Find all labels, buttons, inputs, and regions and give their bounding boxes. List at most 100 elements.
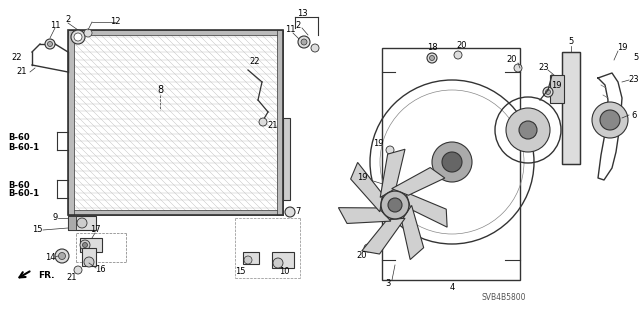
Circle shape bbox=[386, 181, 394, 189]
Bar bbox=[68, 210, 283, 215]
Text: 14: 14 bbox=[45, 254, 55, 263]
Bar bbox=[68, 30, 283, 215]
Bar bbox=[277, 30, 283, 215]
Circle shape bbox=[442, 152, 462, 172]
Text: 11: 11 bbox=[285, 26, 295, 34]
Bar bbox=[68, 216, 76, 230]
Text: 18: 18 bbox=[427, 43, 437, 53]
Circle shape bbox=[429, 56, 435, 61]
Text: B-60: B-60 bbox=[8, 133, 29, 143]
Text: B-60-1: B-60-1 bbox=[8, 189, 39, 198]
Text: 15: 15 bbox=[235, 268, 245, 277]
Text: 8: 8 bbox=[157, 85, 163, 95]
Text: B-60-1: B-60-1 bbox=[8, 143, 39, 152]
Text: 20: 20 bbox=[356, 251, 367, 261]
Text: 22: 22 bbox=[12, 53, 22, 62]
Text: 9: 9 bbox=[52, 213, 58, 222]
Text: 23: 23 bbox=[628, 76, 639, 85]
Circle shape bbox=[74, 266, 82, 274]
Text: SVB4B5800: SVB4B5800 bbox=[482, 293, 526, 302]
Circle shape bbox=[47, 41, 52, 47]
Text: 16: 16 bbox=[95, 265, 106, 275]
Circle shape bbox=[285, 207, 295, 217]
Circle shape bbox=[381, 191, 409, 219]
Text: 23: 23 bbox=[539, 63, 549, 71]
Circle shape bbox=[55, 249, 69, 263]
Text: 19: 19 bbox=[372, 138, 383, 147]
Bar bbox=[382, 48, 520, 280]
Bar bbox=[68, 30, 74, 215]
Text: 5: 5 bbox=[568, 38, 573, 47]
Circle shape bbox=[600, 110, 620, 130]
Circle shape bbox=[427, 53, 437, 63]
Circle shape bbox=[311, 44, 319, 52]
Circle shape bbox=[592, 102, 628, 138]
Circle shape bbox=[545, 90, 550, 94]
Text: 19: 19 bbox=[552, 80, 562, 90]
Circle shape bbox=[519, 121, 537, 139]
Bar bbox=[562, 52, 580, 164]
Circle shape bbox=[58, 253, 65, 259]
Polygon shape bbox=[401, 205, 424, 260]
Text: 4: 4 bbox=[449, 284, 454, 293]
Text: 17: 17 bbox=[90, 226, 100, 234]
Text: 22: 22 bbox=[250, 57, 260, 66]
Circle shape bbox=[301, 39, 307, 45]
Bar bbox=[272, 252, 294, 268]
Circle shape bbox=[298, 36, 310, 48]
Circle shape bbox=[83, 242, 88, 248]
Polygon shape bbox=[339, 208, 391, 224]
Circle shape bbox=[84, 29, 92, 37]
Text: FR.: FR. bbox=[38, 271, 54, 279]
Bar bbox=[243, 252, 259, 264]
Text: 2: 2 bbox=[65, 16, 70, 25]
Text: 13: 13 bbox=[297, 9, 307, 18]
Bar bbox=[80, 238, 102, 252]
Circle shape bbox=[273, 258, 283, 268]
Circle shape bbox=[432, 142, 472, 182]
Bar bbox=[68, 30, 283, 35]
Text: 12: 12 bbox=[109, 18, 120, 26]
Circle shape bbox=[454, 51, 462, 59]
Bar bbox=[550, 75, 564, 103]
Circle shape bbox=[506, 108, 550, 152]
Polygon shape bbox=[380, 149, 405, 197]
Circle shape bbox=[45, 39, 55, 49]
Text: 11: 11 bbox=[50, 20, 60, 29]
Bar bbox=[68, 216, 96, 230]
Circle shape bbox=[80, 240, 90, 250]
Text: 21: 21 bbox=[17, 68, 28, 77]
Polygon shape bbox=[351, 162, 383, 212]
Text: 21: 21 bbox=[67, 273, 77, 283]
Text: 3: 3 bbox=[385, 279, 390, 288]
Text: 2: 2 bbox=[296, 20, 301, 29]
Text: 7: 7 bbox=[295, 207, 301, 217]
Circle shape bbox=[71, 30, 85, 44]
Text: B-60: B-60 bbox=[8, 181, 29, 189]
Text: 10: 10 bbox=[279, 268, 289, 277]
Circle shape bbox=[388, 198, 402, 212]
Bar bbox=[562, 52, 580, 164]
Circle shape bbox=[244, 256, 252, 264]
Circle shape bbox=[543, 87, 553, 97]
Text: 19: 19 bbox=[617, 43, 627, 53]
Circle shape bbox=[259, 118, 267, 126]
Text: 6: 6 bbox=[631, 110, 637, 120]
Circle shape bbox=[77, 218, 87, 228]
Circle shape bbox=[74, 33, 82, 41]
Polygon shape bbox=[362, 218, 405, 254]
Circle shape bbox=[386, 146, 394, 154]
Circle shape bbox=[84, 257, 94, 267]
Text: 20: 20 bbox=[457, 41, 467, 49]
Text: 15: 15 bbox=[32, 226, 42, 234]
Polygon shape bbox=[392, 167, 445, 195]
Bar bbox=[283, 118, 290, 200]
Bar bbox=[82, 248, 96, 266]
Text: 5: 5 bbox=[634, 54, 639, 63]
Text: 20: 20 bbox=[507, 56, 517, 64]
Circle shape bbox=[364, 244, 372, 252]
Text: 21: 21 bbox=[268, 121, 278, 130]
Text: 19: 19 bbox=[356, 174, 367, 182]
Polygon shape bbox=[406, 192, 447, 227]
Circle shape bbox=[514, 64, 522, 72]
